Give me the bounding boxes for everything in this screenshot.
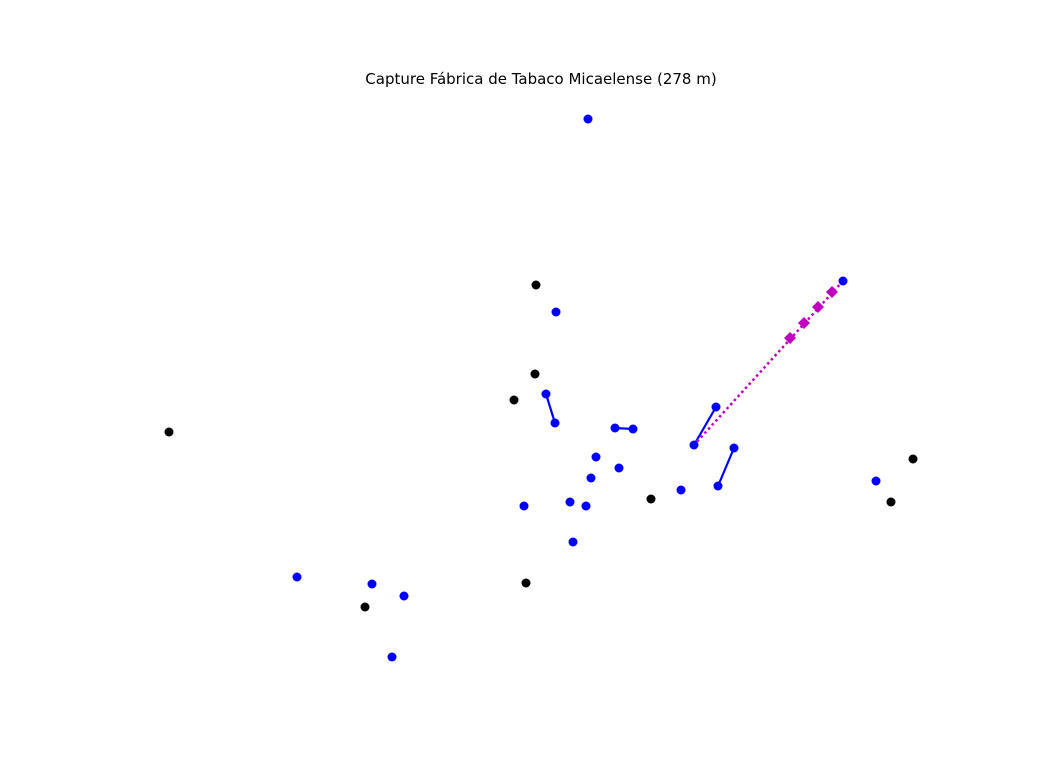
blue-point bbox=[713, 481, 723, 491]
blue-point bbox=[711, 402, 721, 412]
points-layer bbox=[164, 114, 918, 662]
blue-point bbox=[871, 476, 881, 486]
blue-point bbox=[610, 423, 620, 433]
blue-point bbox=[729, 443, 739, 453]
blue-point bbox=[551, 307, 561, 317]
blue-point bbox=[586, 473, 596, 483]
black-point bbox=[531, 280, 541, 290]
blue-point bbox=[581, 501, 591, 511]
diamond-point bbox=[784, 332, 796, 344]
blue-point bbox=[591, 452, 601, 462]
black-point bbox=[646, 494, 656, 504]
blue-point bbox=[399, 591, 409, 601]
diamond-point bbox=[798, 317, 810, 329]
blue-point bbox=[541, 389, 551, 399]
black-point bbox=[360, 602, 370, 612]
black-point bbox=[530, 369, 540, 379]
diamond-point bbox=[812, 301, 824, 313]
blue-point bbox=[568, 537, 578, 547]
blue-point bbox=[387, 652, 397, 662]
path-line bbox=[716, 447, 736, 487]
black-point bbox=[521, 578, 531, 588]
blue-point bbox=[292, 572, 302, 582]
black-point bbox=[509, 395, 519, 405]
path-line bbox=[693, 406, 717, 446]
blue-point bbox=[689, 440, 699, 450]
path-line-dotted bbox=[693, 280, 844, 446]
chart-title: Capture Fábrica de Tabaco Micaelense (27… bbox=[365, 70, 716, 88]
blue-point bbox=[550, 418, 560, 428]
blue-point bbox=[838, 276, 848, 286]
blue-point bbox=[628, 424, 638, 434]
black-point bbox=[886, 497, 896, 507]
black-point bbox=[908, 454, 918, 464]
segments-layer bbox=[544, 280, 844, 487]
blue-point bbox=[565, 497, 575, 507]
blue-point bbox=[583, 114, 593, 124]
blue-point bbox=[614, 463, 624, 473]
blue-point bbox=[367, 579, 377, 589]
path-line bbox=[544, 393, 557, 424]
blue-point bbox=[519, 501, 529, 511]
blue-point bbox=[676, 485, 686, 495]
black-point bbox=[164, 427, 174, 437]
diamond-point bbox=[826, 286, 838, 298]
